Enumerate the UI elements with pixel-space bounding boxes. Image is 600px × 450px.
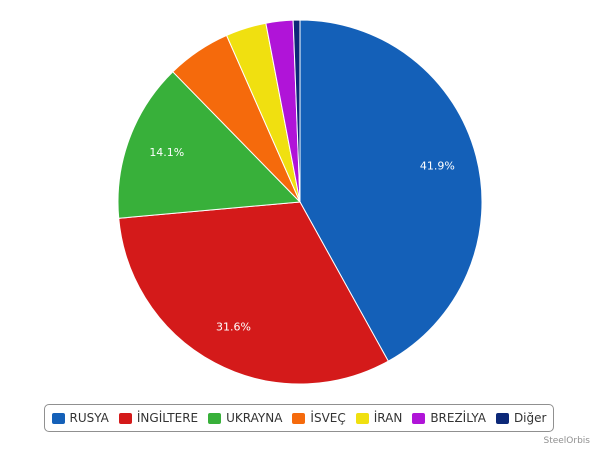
- legend-item[interactable]: UKRAYNA: [208, 411, 282, 425]
- legend-label: BREZİLYA: [430, 411, 486, 425]
- pie-data-labels: 41.9% 31.6% 14.1%: [149, 146, 455, 334]
- pie-slice-ukrayna[interactable]: [117, 71, 302, 219]
- pie-slice-i-ngi-ltere[interactable]: [118, 201, 389, 385]
- legend-swatch: [495, 412, 509, 424]
- legend-label: UKRAYNA: [226, 411, 283, 425]
- data-label: 14.1%: [149, 146, 184, 159]
- legend-item[interactable]: İSVEÇ: [292, 411, 346, 425]
- legend-label: İSVEÇ: [310, 411, 346, 425]
- chart-legend: RUSYA İNGİLTERE UKRAYNA İSVEÇ İRAN BREZİLYA Di…: [44, 404, 554, 432]
- legend-swatch: [208, 412, 222, 424]
- legend-item[interactable]: BREZİLYA: [412, 411, 486, 425]
- legend-swatch: [292, 412, 306, 424]
- legend-swatch: [412, 412, 426, 424]
- pie-slices: [117, 19, 483, 385]
- legend-label: Diğer: [513, 411, 547, 425]
- credit-text[interactable]: SteelOrbis: [543, 436, 590, 446]
- legend-label: İNGİLTERE: [136, 411, 199, 425]
- legend-label: RUSYA: [69, 411, 109, 425]
- data-label: 41.9%: [420, 159, 455, 172]
- legend-item[interactable]: İRAN: [355, 411, 403, 425]
- legend-item[interactable]: İNGİLTERE: [118, 411, 199, 425]
- data-label: 31.6%: [216, 320, 251, 333]
- legend-item[interactable]: Diğer: [495, 411, 547, 425]
- legend-swatch: [51, 412, 65, 424]
- legend-swatch: [118, 412, 132, 424]
- legend-swatch: [355, 412, 369, 424]
- legend-label: İRAN: [373, 411, 403, 425]
- pie-slice-rusya[interactable]: [299, 19, 483, 362]
- pie-slice-di-er[interactable]: [292, 19, 301, 203]
- legend-item[interactable]: RUSYA: [51, 411, 109, 425]
